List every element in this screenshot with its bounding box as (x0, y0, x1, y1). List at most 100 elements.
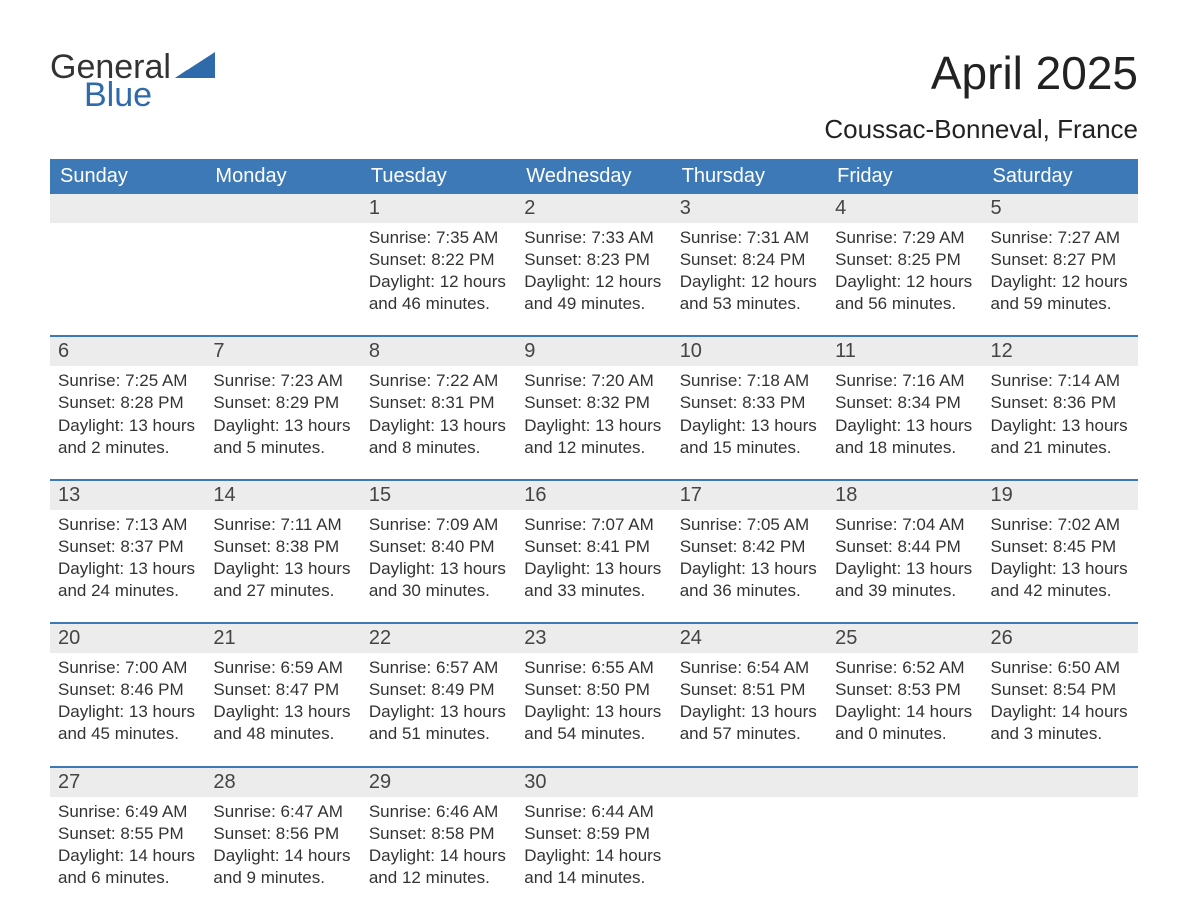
sunset-value: 8:28 PM (120, 393, 183, 412)
sunrise-value: 7:18 AM (747, 371, 809, 390)
sunset-label: Sunset: (369, 537, 431, 556)
day-cell (983, 797, 1138, 909)
day-cell: Sunrise: 6:49 AMSunset: 8:55 PMDaylight:… (50, 797, 205, 909)
daylight-minutes: 15 (713, 438, 732, 457)
daylight-line: Daylight: 14 hours and 0 minutes. (835, 701, 974, 745)
sunset-line: Sunset: 8:33 PM (680, 392, 819, 414)
day-number: 17 (672, 481, 827, 510)
daylight-hours: 12 (440, 272, 459, 291)
day-number: 4 (827, 194, 982, 223)
sunset-value: 8:25 PM (897, 250, 960, 269)
sunset-line: Sunset: 8:40 PM (369, 536, 508, 558)
daylight-line: Daylight: 13 hours and 39 minutes. (835, 558, 974, 602)
day-number-row: 13141516171819 (50, 479, 1138, 510)
daylight-label: Daylight: (524, 846, 595, 865)
sunrise-label: Sunrise: (58, 515, 125, 534)
day-number: 14 (205, 481, 360, 510)
calendar-grid: SundayMondayTuesdayWednesdayThursdayFrid… (50, 159, 1138, 909)
sunrise-value: 6:47 AM (281, 802, 343, 821)
daylight-line: Daylight: 12 hours and 46 minutes. (369, 271, 508, 315)
daylight-line: Daylight: 13 hours and 2 minutes. (58, 415, 197, 459)
location-label: Coussac-Bonneval, France (824, 114, 1138, 145)
sunset-value: 8:31 PM (431, 393, 494, 412)
sunrise-line: Sunrise: 7:18 AM (680, 370, 819, 392)
day-number: 5 (983, 194, 1138, 223)
day-number: 20 (50, 624, 205, 653)
day-number: 15 (361, 481, 516, 510)
day-content: Sunrise: 7:13 AMSunset: 8:37 PMDaylight:… (50, 510, 205, 602)
sunset-line: Sunset: 8:46 PM (58, 679, 197, 701)
daylight-label: Daylight: (369, 272, 440, 291)
daylight-minutes: 12 (557, 438, 576, 457)
day-number: 12 (983, 337, 1138, 366)
sunrise-value: 7:27 AM (1058, 228, 1120, 247)
sunset-label: Sunset: (213, 537, 275, 556)
sunrise-label: Sunrise: (369, 371, 436, 390)
sunrise-line: Sunrise: 6:46 AM (369, 801, 508, 823)
daylight-hours: 13 (595, 559, 614, 578)
weekday-header: Thursday (672, 159, 827, 194)
sunrise-label: Sunrise: (58, 371, 125, 390)
daylight-label: Daylight: (680, 702, 751, 721)
sunrise-label: Sunrise: (680, 515, 747, 534)
day-number: 26 (983, 624, 1138, 653)
sunrise-value: 6:55 AM (591, 658, 653, 677)
sunset-label: Sunset: (58, 824, 120, 843)
day-cell: Sunrise: 7:02 AMSunset: 8:45 PMDaylight:… (983, 510, 1138, 622)
sunrise-line: Sunrise: 7:25 AM (58, 370, 197, 392)
daylight-label: Daylight: (991, 272, 1062, 291)
sunrise-line: Sunrise: 7:33 AM (524, 227, 663, 249)
daylight-hours: 13 (906, 416, 925, 435)
daylight-label: Daylight: (835, 559, 906, 578)
daylight-label: Daylight: (991, 416, 1062, 435)
sunrise-line: Sunrise: 6:49 AM (58, 801, 197, 823)
day-cell: Sunrise: 7:05 AMSunset: 8:42 PMDaylight:… (672, 510, 827, 622)
daylight-minutes: 3 (1024, 724, 1033, 743)
sunset-value: 8:22 PM (431, 250, 494, 269)
sunrise-line: Sunrise: 6:47 AM (213, 801, 352, 823)
day-number: 27 (50, 768, 205, 797)
daylight-minutes: 56 (868, 294, 887, 313)
sunrise-label: Sunrise: (369, 802, 436, 821)
daylight-label: Daylight: (991, 702, 1062, 721)
day-cell: Sunrise: 7:04 AMSunset: 8:44 PMDaylight:… (827, 510, 982, 622)
sunrise-line: Sunrise: 6:54 AM (680, 657, 819, 679)
day-content: Sunrise: 7:02 AMSunset: 8:45 PMDaylight:… (983, 510, 1138, 602)
day-cell: Sunrise: 6:55 AMSunset: 8:50 PMDaylight:… (516, 653, 671, 765)
daylight-hours: 13 (440, 559, 459, 578)
daylight-minutes: 2 (91, 438, 100, 457)
daylight-line: Daylight: 14 hours and 9 minutes. (213, 845, 352, 889)
weekday-header: Tuesday (361, 159, 516, 194)
sunrise-label: Sunrise: (991, 371, 1058, 390)
daylight-line: Daylight: 13 hours and 57 minutes. (680, 701, 819, 745)
daylight-line: Daylight: 12 hours and 59 minutes. (991, 271, 1130, 315)
sunrise-line: Sunrise: 7:09 AM (369, 514, 508, 536)
sunrise-value: 7:05 AM (747, 515, 809, 534)
sunrise-line: Sunrise: 7:22 AM (369, 370, 508, 392)
daylight-label: Daylight: (58, 846, 129, 865)
daylight-minutes: 0 (868, 724, 877, 743)
sunrise-value: 7:07 AM (591, 515, 653, 534)
sunset-line: Sunset: 8:53 PM (835, 679, 974, 701)
day-content: Sunrise: 7:05 AMSunset: 8:42 PMDaylight:… (672, 510, 827, 602)
title-block: April 2025 Coussac-Bonneval, France (824, 50, 1138, 145)
sunrise-label: Sunrise: (524, 802, 591, 821)
day-number: 1 (361, 194, 516, 223)
daylight-label: Daylight: (680, 272, 751, 291)
sunrise-line: Sunrise: 6:50 AM (991, 657, 1130, 679)
sunrise-value: 7:35 AM (436, 228, 498, 247)
sunset-label: Sunset: (835, 393, 897, 412)
sunset-label: Sunset: (213, 680, 275, 699)
daylight-label: Daylight: (835, 272, 906, 291)
day-cell: Sunrise: 6:50 AMSunset: 8:54 PMDaylight:… (983, 653, 1138, 765)
daylight-hours: 14 (129, 846, 148, 865)
sunset-line: Sunset: 8:51 PM (680, 679, 819, 701)
daylight-line: Daylight: 13 hours and 33 minutes. (524, 558, 663, 602)
daylight-line: Daylight: 13 hours and 24 minutes. (58, 558, 197, 602)
sunrise-label: Sunrise: (58, 658, 125, 677)
daylight-hours: 14 (284, 846, 303, 865)
day-number: 3 (672, 194, 827, 223)
day-content: Sunrise: 7:25 AMSunset: 8:28 PMDaylight:… (50, 366, 205, 458)
sunset-value: 8:58 PM (431, 824, 494, 843)
sunset-value: 8:50 PM (587, 680, 650, 699)
